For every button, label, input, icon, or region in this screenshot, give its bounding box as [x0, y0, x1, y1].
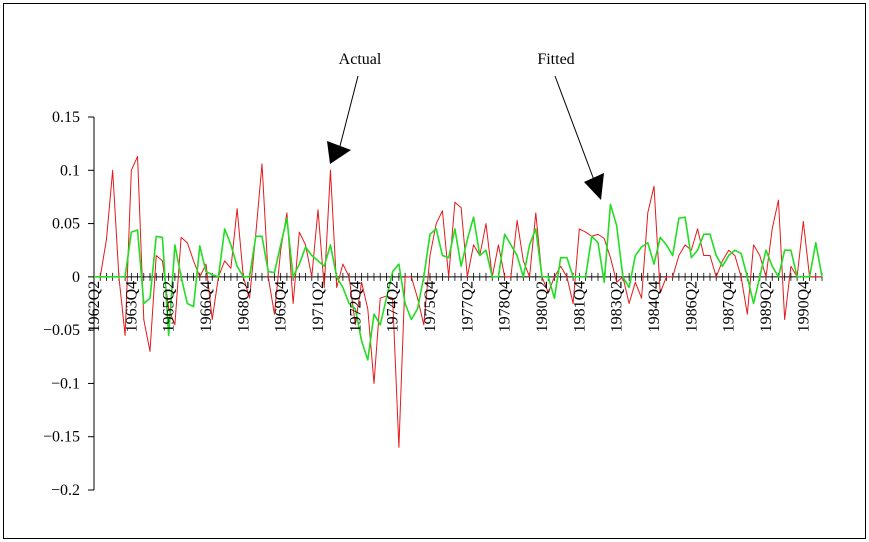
x-tick-label: 1980Q2: [534, 281, 551, 333]
x-tick-label: 1986Q2: [683, 281, 700, 333]
annotation-actual-arrowhead: [327, 141, 351, 164]
figure-border: [3, 3, 866, 539]
x-tick-label: 1974Q2: [385, 281, 402, 333]
x-tick-label: 1972Q4: [347, 281, 364, 333]
x-tick-label: 1977Q2: [459, 281, 476, 333]
x-tick-label: 1971Q2: [310, 281, 327, 333]
x-tick-label: 1962Q2: [86, 281, 103, 333]
annotation-fitted-label: Fitted: [537, 51, 574, 68]
y-tick-label: 0.05: [52, 216, 80, 233]
x-tick-label: 1990Q4: [795, 281, 812, 333]
annotation-actual-label: Actual: [339, 51, 382, 68]
annotation-actual-arrow-shaft: [339, 75, 359, 147]
x-tick-label: 1975Q4: [422, 281, 439, 333]
y-tick-label: 0: [72, 269, 80, 286]
annotation-fitted-arrowhead: [584, 173, 604, 200]
annotation-fitted-arrow-shaft: [554, 75, 595, 181]
y-tick-label: −0.15: [43, 429, 80, 446]
series-line-fitted: [94, 203, 823, 361]
y-tick-label: −0.1: [51, 375, 80, 392]
x-tick-label: 1966Q4: [198, 281, 215, 333]
x-tick-label: 1968Q2: [235, 281, 252, 333]
x-tick-label: 1978Q4: [497, 281, 514, 333]
y-tick-label: 0.1: [60, 162, 80, 179]
x-tick-label: 1984Q4: [646, 281, 663, 333]
x-tick-label: 1989Q2: [758, 281, 775, 333]
x-tick-label: 1987Q4: [721, 281, 738, 333]
y-tick-label: 0.15: [52, 109, 80, 126]
annotations: Actual Fitted: [327, 51, 604, 200]
y-tick-label: −0.2: [51, 482, 80, 499]
plot-area: 0.15 0.1 0.05 0 −0.05 −0.1 −0.15 −0.2 1962Q2 1963…: [43, 109, 823, 499]
x-tick-label: 1983Q2: [609, 281, 626, 333]
y-tick-label: −0.05: [43, 322, 80, 339]
x-tick-label: 1965Q2: [161, 281, 178, 333]
x-tick-label: 1963Q4: [123, 281, 140, 333]
x-tick-label: 1969Q4: [273, 281, 290, 333]
x-tick-label: 1981Q4: [571, 281, 588, 333]
